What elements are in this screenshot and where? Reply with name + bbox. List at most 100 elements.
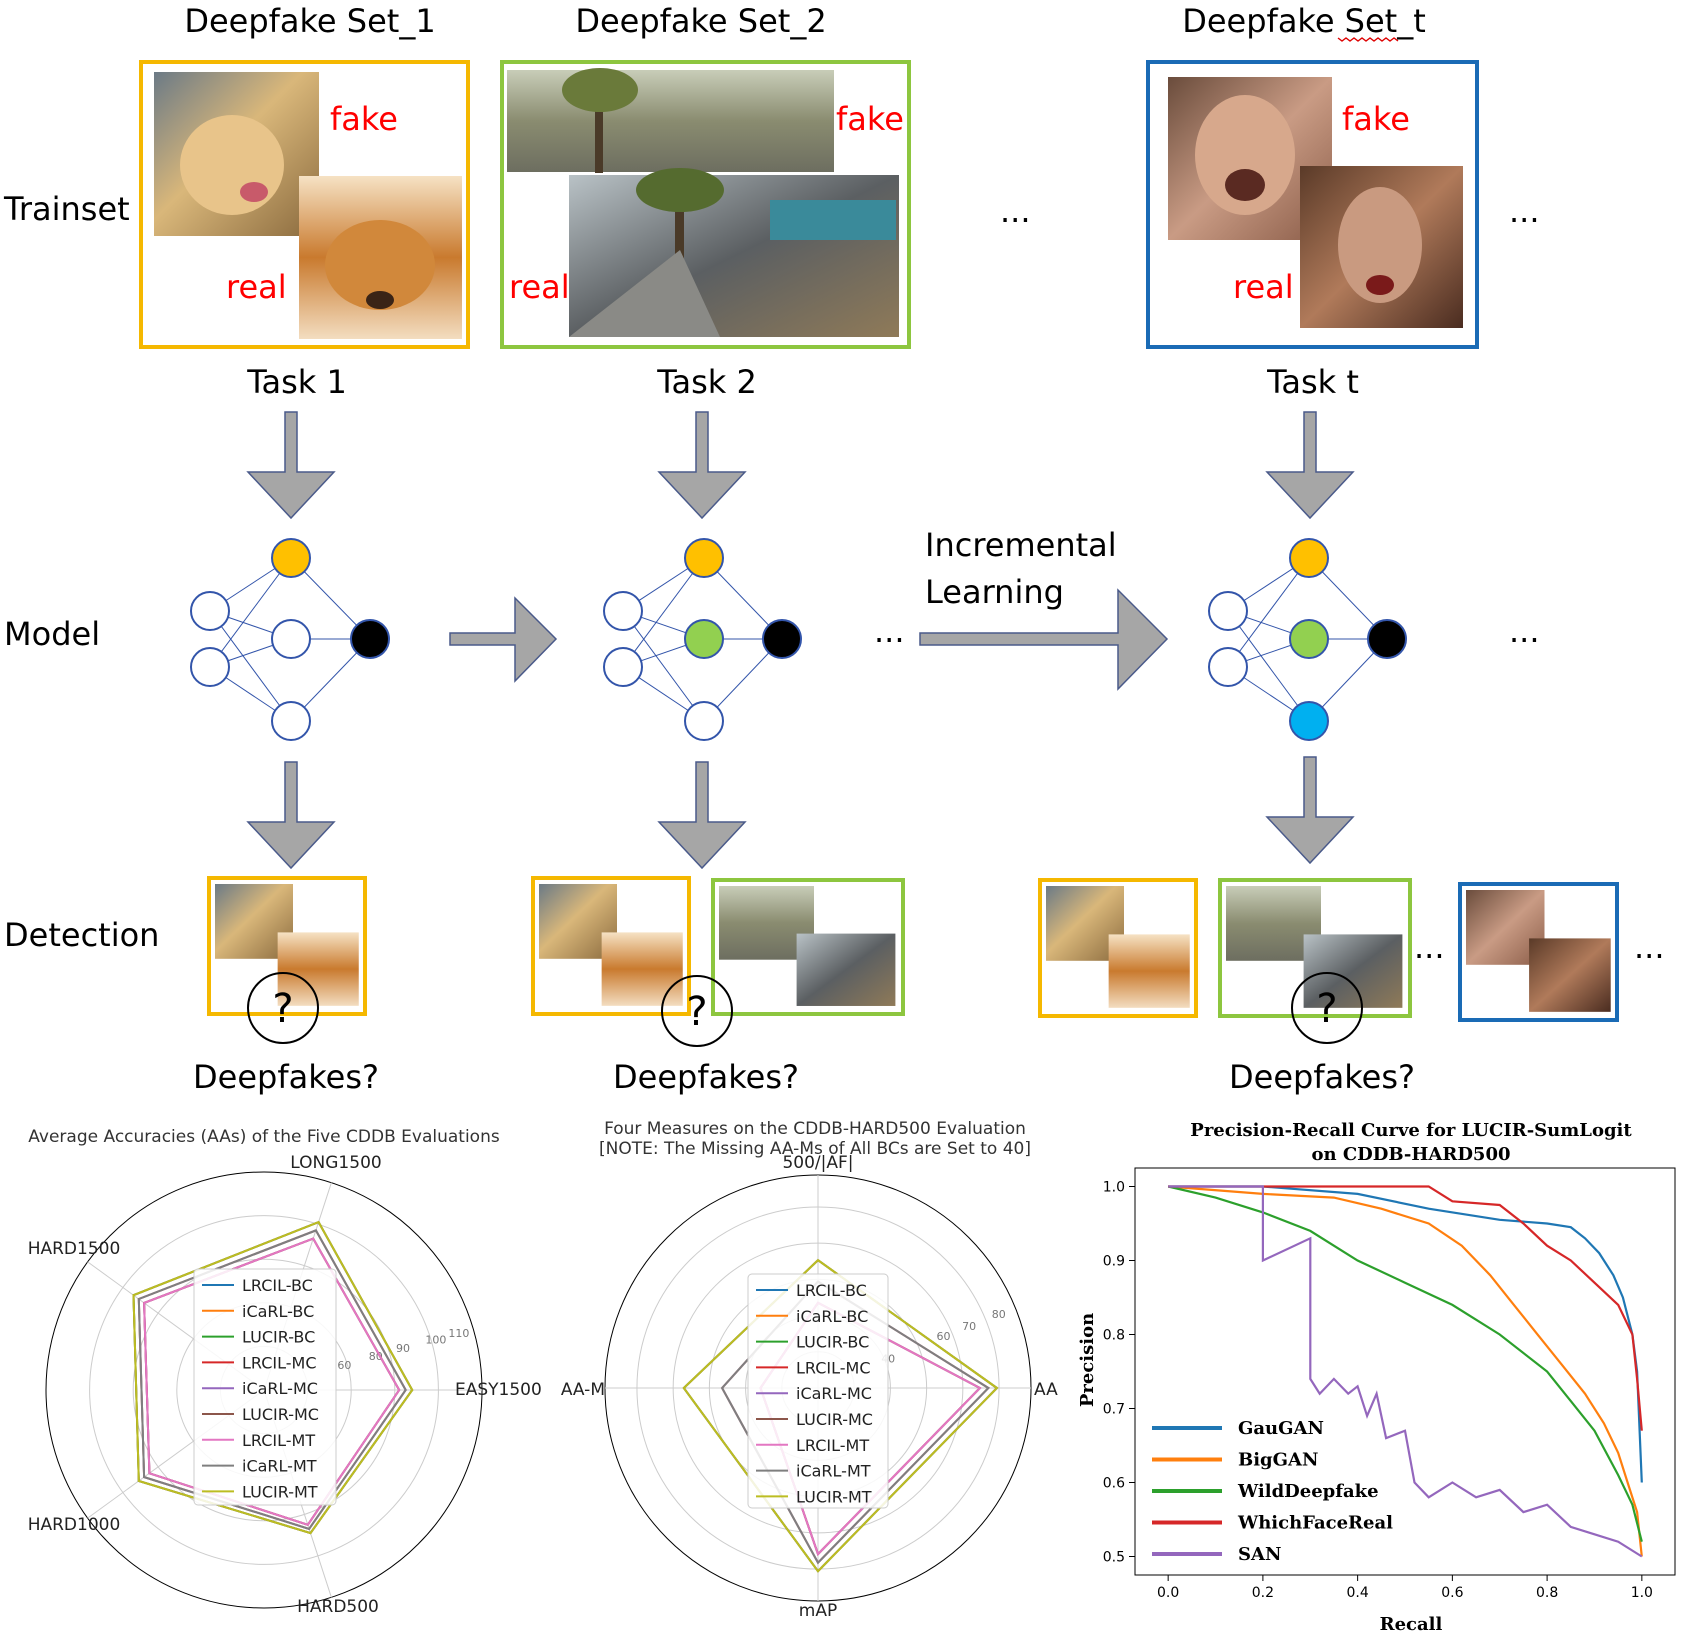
pr-series-line [1168,1185,1643,1558]
pr-series-line [1168,1185,1643,1483]
ellipsis-trainset-mid: ... [1000,192,1031,230]
down-arrow-icon [246,761,336,870]
detection-real-thumb [796,933,896,1006]
pr-ylabel: Precision [1077,1313,1098,1407]
pr-curve-chart: Precision-Recall Curve for LUCIR-SumLogi… [1077,1120,1676,1635]
legend-label: iCaRL-MC [242,1379,318,1398]
radar-series-line [132,1220,414,1535]
task1-label: Task 1 [246,363,347,401]
set2-title: Deepfake Set_2 [575,2,826,40]
deepfakes-question-3: Deepfakes? [1229,1058,1415,1096]
neural-network-2 [603,538,802,741]
down-arrow-icon [246,411,336,520]
radar-axis-label: 500/|AF| [782,1153,853,1173]
radar-chart-2: Four Measures on the CDDB-HARD500 Evalua… [561,1119,1058,1621]
pr-series-line [1167,1185,1643,1542]
legend-label: iCaRL-MC [796,1384,872,1403]
radar-axis-label: HARD1500 [28,1239,121,1259]
pr-series-line [1168,1185,1643,1557]
detection-real-thumb [1529,938,1611,1012]
pr-series-line [1168,1185,1643,1431]
down-arrow-icon [1265,756,1355,865]
trainset-box-2: fake real [500,60,911,349]
pr-y-tick-label: 1.0 [1103,1180,1125,1196]
trainset-box-1: fake real [139,60,470,349]
legend-label: LUCIR-BC [242,1328,315,1347]
incremental-arrow-icon [919,588,1169,691]
ellipsis-model-mid: ... [874,612,905,650]
svg-text:?: ? [272,986,293,1032]
pr-xlabel: Recall [1380,1614,1443,1635]
pr-legend-label: WildDeepfake [1237,1481,1379,1502]
legend-label: LRCIL-MC [242,1353,317,1372]
taskt-label: Task t [1266,363,1359,401]
legend-label: LRCIL-MT [242,1431,315,1450]
detection-real-thumb [601,932,683,1006]
svg-text:?: ? [686,989,707,1035]
real-label-2: real [509,268,570,306]
ellipsis-trainset-right: ... [1509,192,1540,230]
set3-title: Deepfake Set_t [1182,2,1426,40]
row-detection: Detection [4,916,159,954]
incremental-line1: Incremental [925,526,1117,564]
ellipsis-model-right: ... [1509,612,1540,650]
detection-real-thumb [1303,934,1403,1008]
radar-legend-box [193,1268,337,1506]
radar-axis-label: AA [1034,1380,1058,1400]
legend-label: iCaRL-MT [242,1457,317,1476]
question-circle-icon: ? [1291,972,1363,1044]
pr-plot-frame [1134,1167,1676,1576]
pr-legend-label: BigGAN [1238,1450,1318,1471]
task2-label: Task 2 [656,363,757,401]
legend-label: LRCIL-BC [242,1276,313,1295]
pr-x-tick-label: 0.4 [1346,1585,1368,1601]
radar-tick-label: 70 [962,1320,976,1333]
fake-street-image [507,70,834,172]
radar1-title: Average Accuracies (AAs) of the Five CDD… [28,1127,500,1147]
pr-y-tick-label: 0.9 [1103,1254,1125,1270]
set1-title: Deepfake Set_1 [184,2,435,40]
radar-axis-label: LONG1500 [290,1153,381,1173]
legend-label: iCaRL-BC [242,1302,314,1321]
legend-label: LRCIL-BC [796,1281,867,1300]
radar-legend-box [747,1273,889,1509]
radar-axis-label: mAP [799,1601,837,1621]
question-circle-icon: ? [661,975,733,1047]
svg-text:?: ? [1316,986,1337,1032]
detection-real-thumb [277,932,359,1006]
pr-legend-label: GauGAN [1238,1418,1324,1439]
down-arrow-icon [657,411,747,520]
radar2-title-1: Four Measures on the CDDB-HARD500 Evalua… [604,1119,1026,1139]
real-label-1: real [226,268,287,306]
spellcheck-underline [1337,37,1399,42]
right-arrow-icon [449,596,558,683]
neural-network-1 [190,538,390,741]
detection-real-thumb [1108,934,1190,1008]
pr-y-tick-label: 0.6 [1103,1476,1125,1492]
legend-label: iCaRL-MT [796,1462,871,1481]
down-arrow-icon [657,761,747,870]
radar-axis-label: AA-M [561,1380,605,1400]
down-arrow-icon [1265,411,1355,520]
pr-y-tick-label: 0.8 [1103,1328,1125,1344]
pr-x-tick-label: 0.8 [1536,1585,1558,1601]
legend-label: LUCIR-MT [796,1487,872,1506]
fake-label-2: fake [836,100,904,138]
pr-y-tick-label: 0.5 [1103,1550,1125,1566]
legend-label: LUCIR-MC [242,1405,319,1424]
pr-title-2: on CDDB-HARD500 [1311,1144,1510,1165]
pr-title-1: Precision-Recall Curve for LUCIR-SumLogi… [1190,1120,1632,1141]
legend-label: LRCIL-MT [796,1436,869,1455]
pr-x-tick-label: 0.2 [1252,1585,1274,1601]
radar-tick-label: 60 [936,1330,950,1343]
real-label-3: real [1233,268,1294,306]
legend-label: LUCIR-BC [796,1333,869,1352]
ellipsis-detection-mid: ... [1414,928,1445,966]
pr-legend-label: WhichFaceReal [1237,1513,1393,1534]
radar-tick-label: 90 [396,1342,410,1355]
radar-axis-label: HARD500 [297,1597,379,1617]
radar2-title-2: [NOTE: The Missing AA-Ms of All BCs are … [599,1139,1031,1159]
deepfakes-question-1: Deepfakes? [193,1058,379,1096]
legend-label: LUCIR-MC [796,1410,873,1429]
trainset-box-3: fake real [1146,60,1479,349]
